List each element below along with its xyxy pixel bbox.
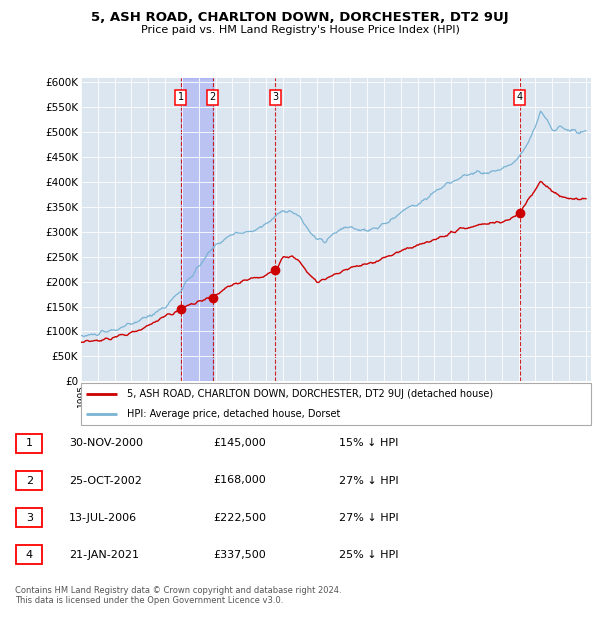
Text: 5, ASH ROAD, CHARLTON DOWN, DORCHESTER, DT2 9UJ: 5, ASH ROAD, CHARLTON DOWN, DORCHESTER, … [91,11,509,24]
Text: 15% ↓ HPI: 15% ↓ HPI [339,438,398,448]
FancyBboxPatch shape [81,383,591,425]
Text: 2: 2 [26,476,33,485]
Text: 3: 3 [26,513,33,523]
Text: 5, ASH ROAD, CHARLTON DOWN, DORCHESTER, DT2 9UJ (detached house): 5, ASH ROAD, CHARLTON DOWN, DORCHESTER, … [127,389,493,399]
Text: 1: 1 [178,92,184,102]
Text: 2: 2 [209,92,216,102]
Text: £222,500: £222,500 [213,513,266,523]
Text: 27% ↓ HPI: 27% ↓ HPI [339,513,398,523]
Text: Contains HM Land Registry data © Crown copyright and database right 2024.
This d: Contains HM Land Registry data © Crown c… [15,586,341,605]
Text: 25% ↓ HPI: 25% ↓ HPI [339,550,398,560]
Text: £337,500: £337,500 [213,550,266,560]
Text: 27% ↓ HPI: 27% ↓ HPI [339,476,398,485]
Text: 21-JAN-2021: 21-JAN-2021 [69,550,139,560]
Text: 3: 3 [272,92,278,102]
Text: 4: 4 [517,92,523,102]
Text: 1: 1 [26,438,33,448]
Text: 25-OCT-2002: 25-OCT-2002 [69,476,142,485]
FancyBboxPatch shape [16,434,43,453]
Text: HPI: Average price, detached house, Dorset: HPI: Average price, detached house, Dors… [127,409,340,419]
Text: 4: 4 [26,550,33,560]
Text: £168,000: £168,000 [213,476,266,485]
Text: 30-NOV-2000: 30-NOV-2000 [69,438,143,448]
Text: Price paid vs. HM Land Registry's House Price Index (HPI): Price paid vs. HM Land Registry's House … [140,25,460,35]
Text: 13-JUL-2006: 13-JUL-2006 [69,513,137,523]
FancyBboxPatch shape [16,471,43,490]
Bar [181,78,212,381]
Text: £145,000: £145,000 [213,438,266,448]
FancyBboxPatch shape [16,546,43,564]
FancyBboxPatch shape [16,508,43,527]
